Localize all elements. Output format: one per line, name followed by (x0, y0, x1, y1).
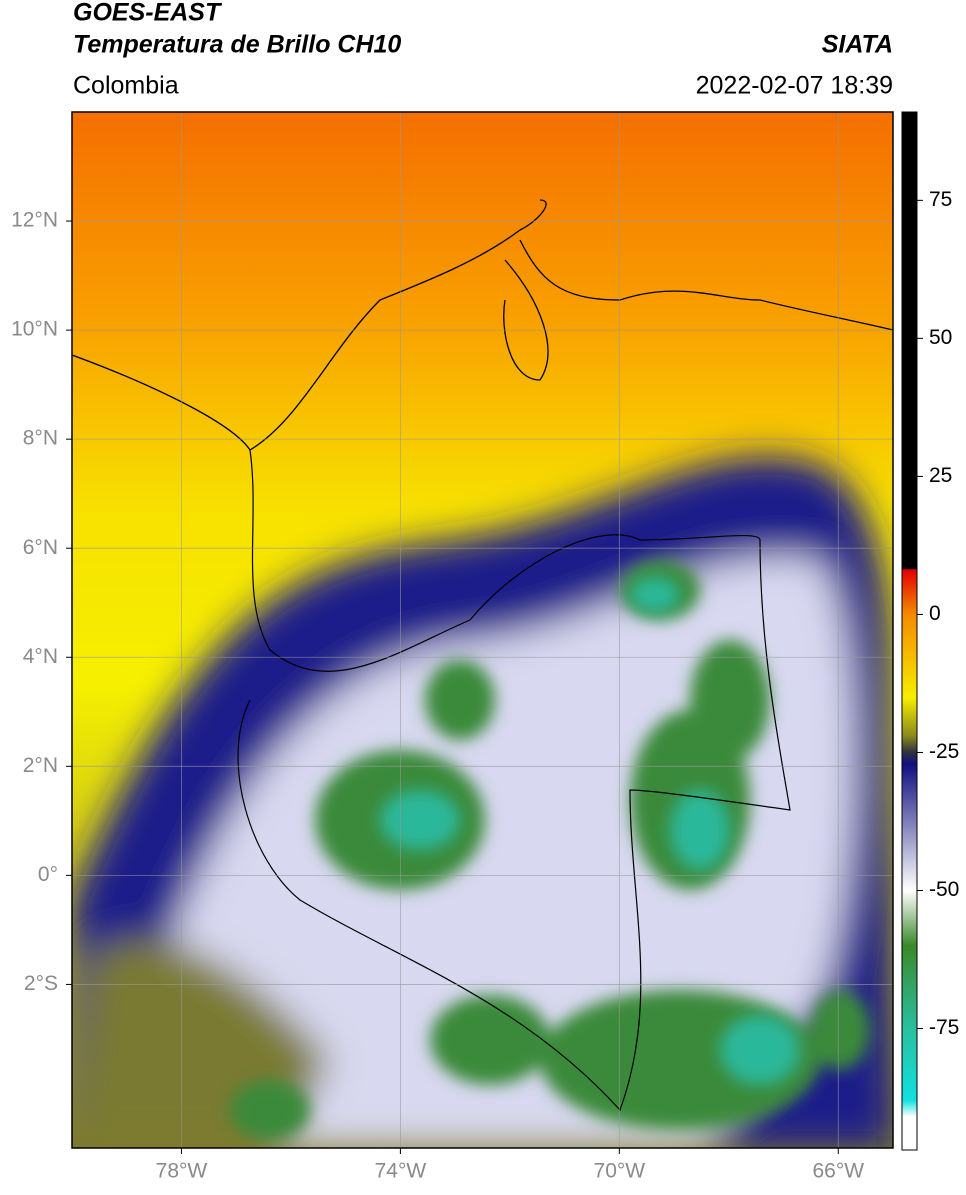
colorbar-tick-label: 50 (929, 326, 952, 349)
colorbar-tick-label: -50 (929, 878, 959, 901)
x-tick-label: 70°W (594, 1160, 646, 1183)
x-tick-label: 74°W (375, 1160, 427, 1183)
y-tick-label: 6°N (23, 536, 58, 559)
x-tick-label: 78°W (156, 1160, 208, 1183)
graticule (72, 112, 893, 1148)
y-tick-label: 8°N (23, 427, 58, 450)
map-frame (71, 111, 894, 1149)
colorbar-tick-label: -75 (929, 1016, 959, 1039)
product-title: Temperatura de Brillo CH10 (73, 31, 401, 59)
colorbar-tick-label: 0 (929, 602, 941, 625)
region: Colombia (73, 72, 179, 100)
satellite-image (72, 112, 893, 1148)
y-tick-label: 2°S (24, 972, 58, 995)
source: SIATA (822, 31, 893, 59)
datetime: 2022-02-07 18:39 (696, 72, 893, 100)
y-tick-label: 10°N (11, 318, 58, 341)
colorbar (901, 111, 918, 1151)
colorbar-tick-label: -25 (929, 740, 959, 763)
y-tick-label: 0° (38, 863, 58, 886)
x-tick-label: 66°W (812, 1160, 864, 1183)
y-tick-label: 12°N (11, 209, 58, 232)
colorbar-tick-label: 25 (929, 464, 952, 487)
y-tick-label: 2°N (23, 754, 58, 777)
y-tick-label: 4°N (23, 645, 58, 668)
colorbar-tick-label: 75 (929, 188, 952, 211)
satellite-name: GOES-EAST (73, 0, 223, 27)
